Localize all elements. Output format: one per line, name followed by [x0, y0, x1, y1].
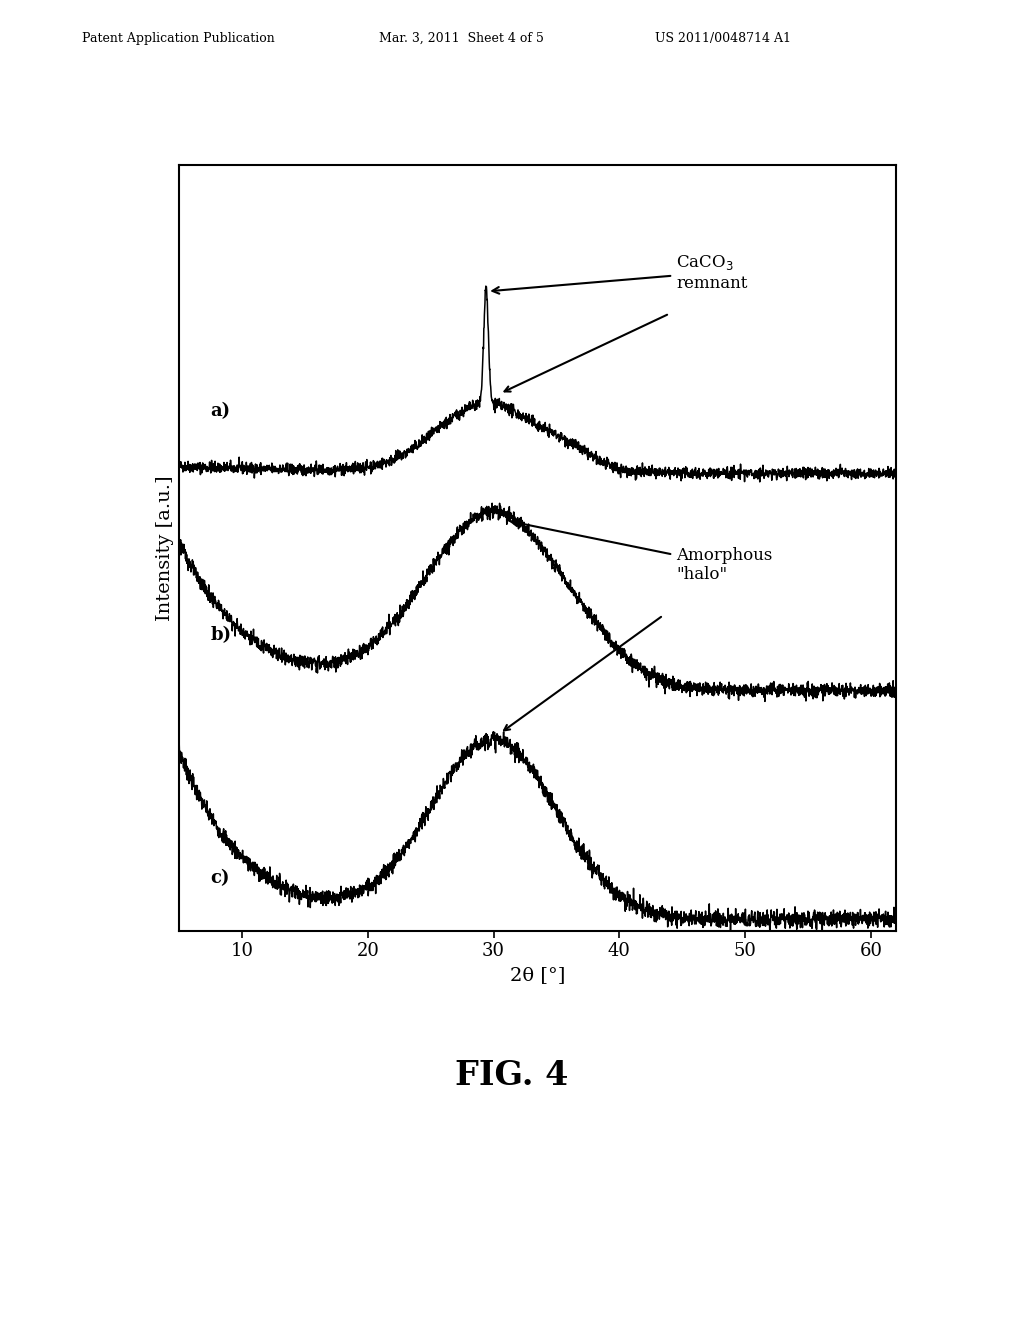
- Text: Mar. 3, 2011  Sheet 4 of 5: Mar. 3, 2011 Sheet 4 of 5: [379, 32, 544, 45]
- Text: FIG. 4: FIG. 4: [456, 1059, 568, 1093]
- Text: a): a): [211, 403, 230, 420]
- Text: Amorphous
"halo": Amorphous "halo": [511, 520, 772, 583]
- Text: c): c): [211, 869, 230, 887]
- Text: US 2011/0048714 A1: US 2011/0048714 A1: [655, 32, 792, 45]
- Text: CaCO$_3$
remnant: CaCO$_3$ remnant: [493, 253, 748, 293]
- Text: Patent Application Publication: Patent Application Publication: [82, 32, 274, 45]
- X-axis label: 2θ [°]: 2θ [°]: [510, 966, 565, 983]
- Y-axis label: Intensity [a.u.]: Intensity [a.u.]: [156, 475, 174, 620]
- Text: b): b): [211, 627, 231, 644]
